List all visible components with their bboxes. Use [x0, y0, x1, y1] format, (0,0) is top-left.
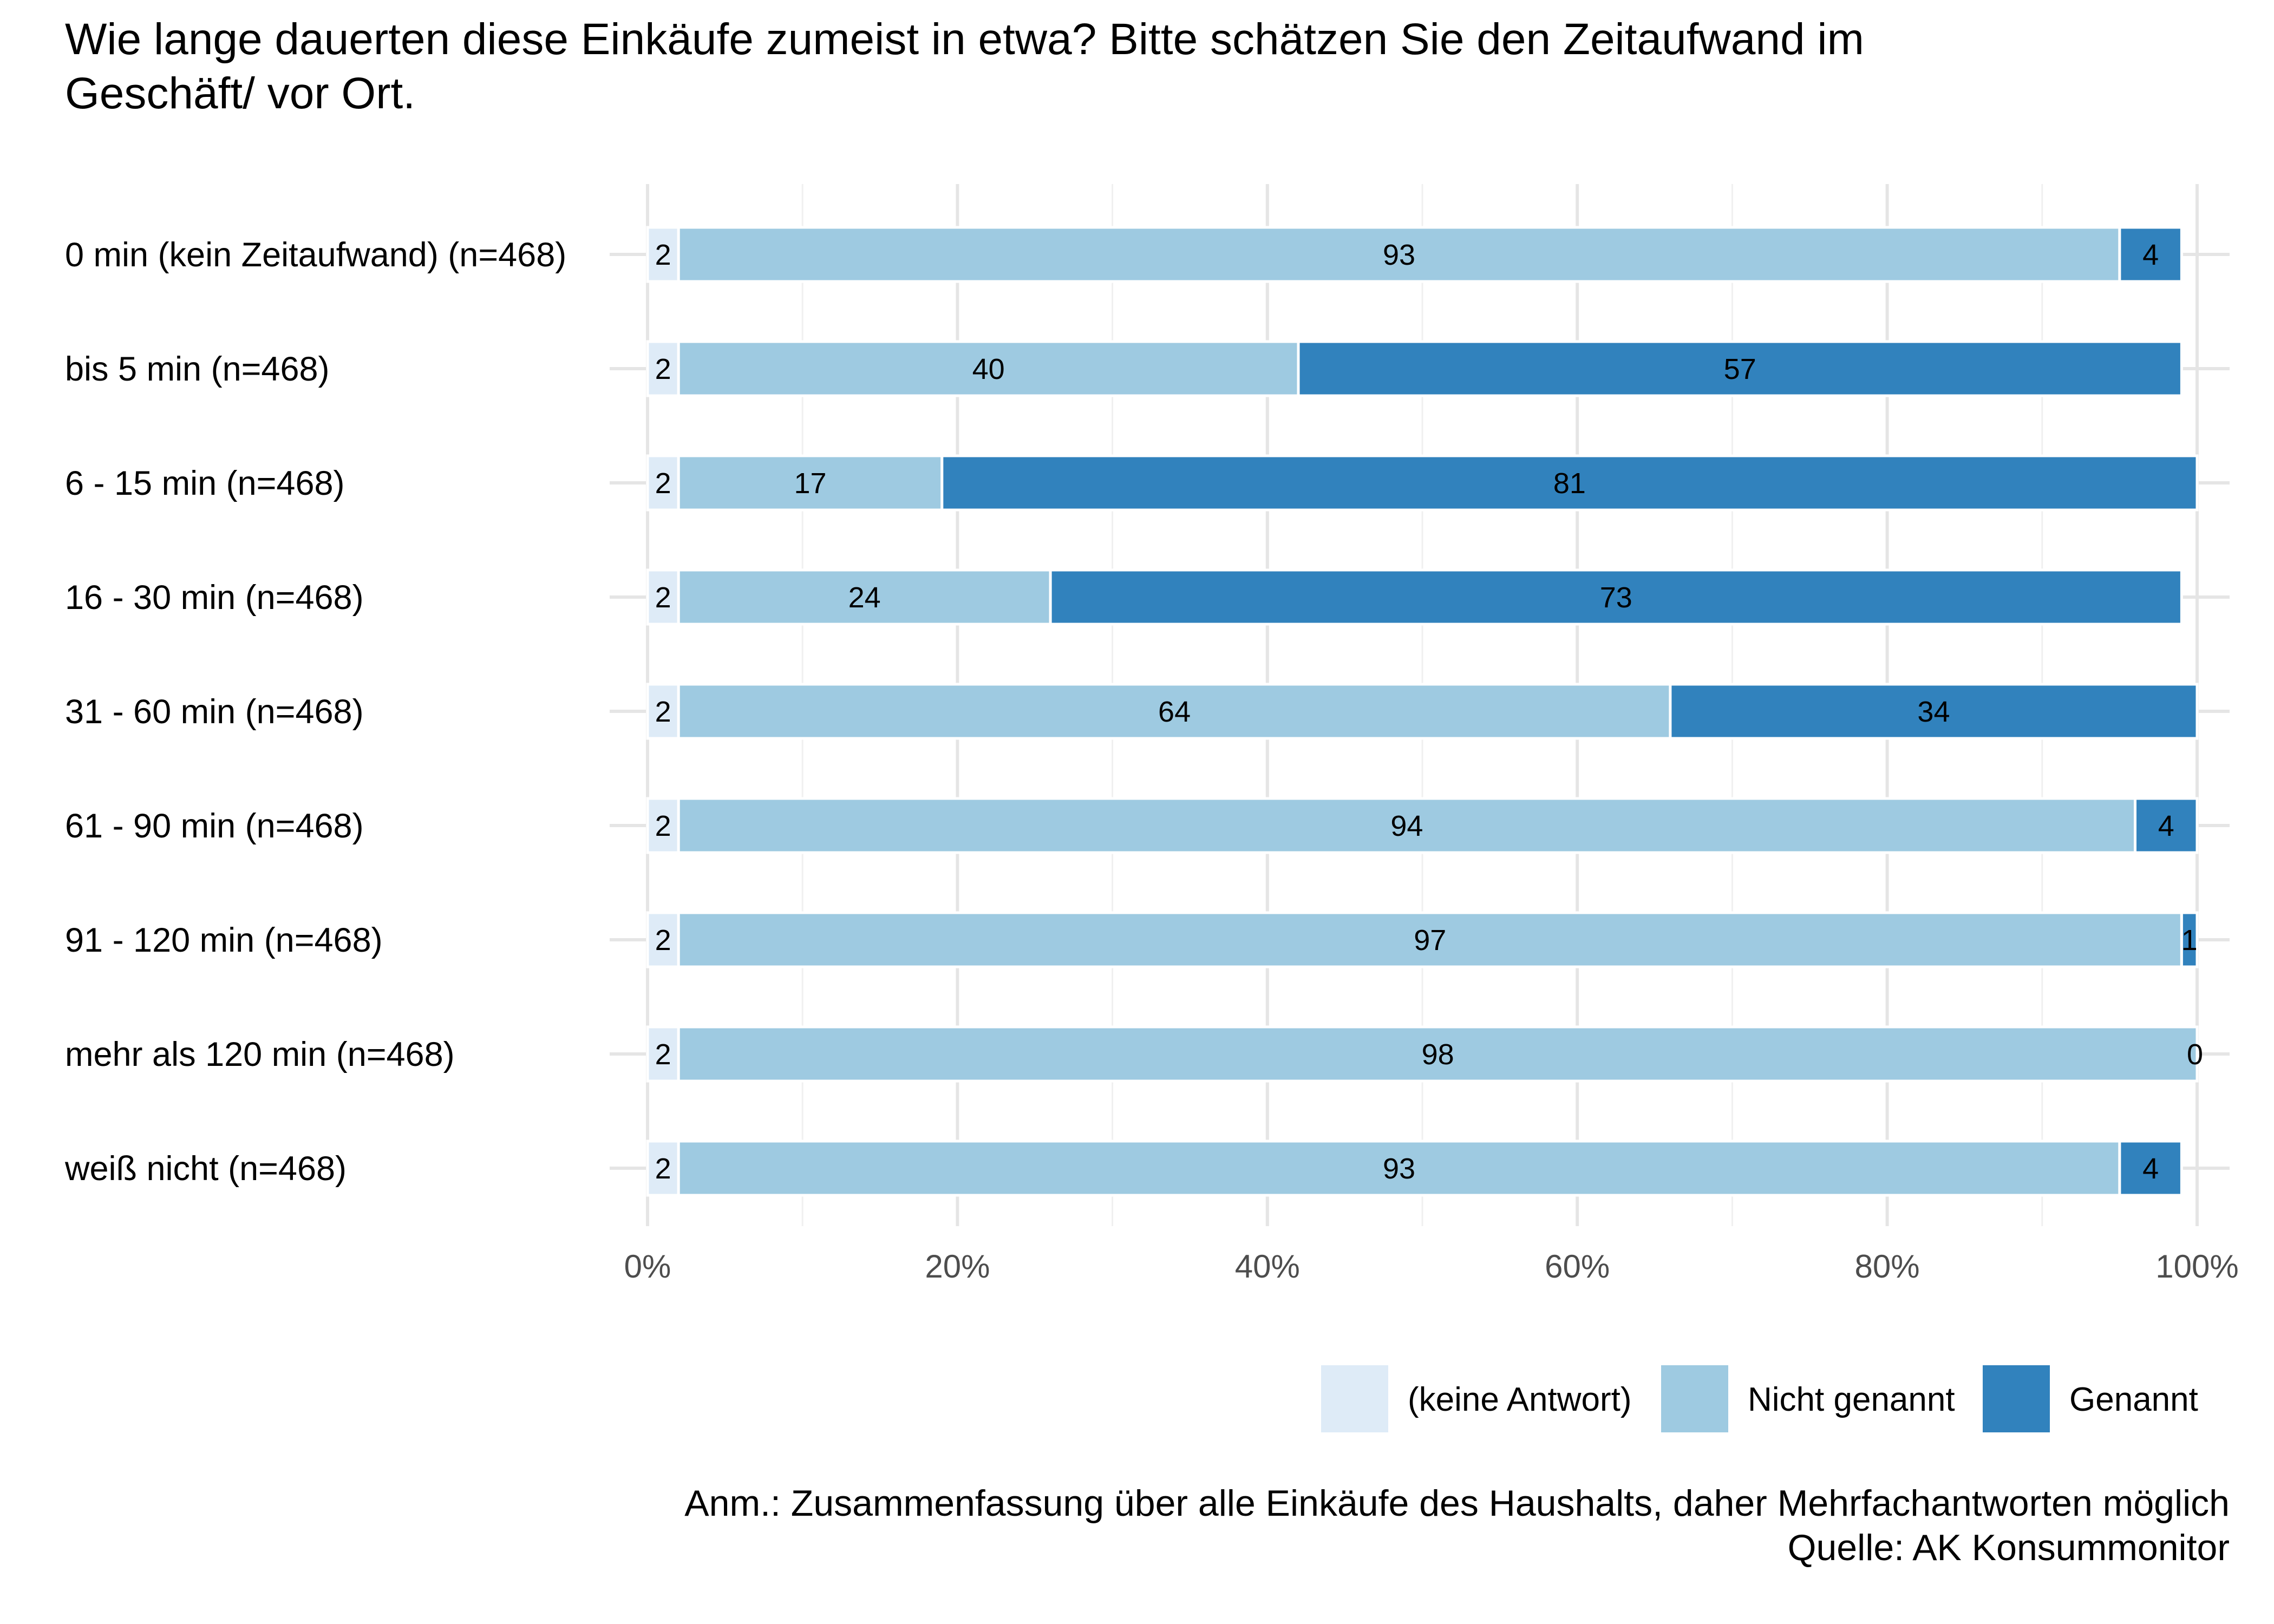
data-label: 64 [1158, 696, 1191, 728]
bar-segment-genannt [1669, 683, 2199, 740]
bar-segment-nicht-genannt [677, 1025, 2199, 1083]
bar-segment-nicht-genannt [677, 568, 1052, 626]
bar-segment-genannt [1297, 340, 2183, 397]
bar-segment-nicht-genannt [677, 683, 1672, 740]
data-label: 34 [1917, 696, 1950, 728]
bar-segment-nicht-genannt [677, 1140, 2121, 1197]
data-label: 73 [1600, 581, 1632, 614]
data-label: 2 [655, 239, 671, 271]
data-label: 2 [655, 1152, 671, 1185]
data-label: 93 [1383, 239, 1415, 271]
bar-segment-nicht-genannt [677, 226, 2121, 283]
legend-swatch [1321, 1365, 1388, 1432]
chart-title-line-2: Geschäft/ vor Ort. [65, 69, 415, 118]
category-labels: 0 min (kein Zeitaufwand) (n=468) bis 5 mi… [64, 236, 566, 1188]
bar-segment-genannt [2118, 1140, 2183, 1197]
x-axis-tick-labels: 0% 20% 40% 60% 80% 100% [624, 1248, 2239, 1285]
category-label: 61 - 90 min (n=468) [65, 807, 364, 845]
data-label: 2 [655, 581, 671, 614]
data-label: 24 [848, 581, 881, 614]
data-label: 1 [2181, 924, 2198, 957]
x-tick-label: 20% [925, 1248, 990, 1285]
bar-segment-keine-antwort [646, 226, 680, 283]
bar-segment-genannt [940, 454, 2199, 512]
x-tick-label: 100% [2155, 1248, 2238, 1285]
chart-notes: Anm.: Zusammenfassung über alle Einkäufe… [684, 1483, 2230, 1568]
legend-label: Nicht genannt [1748, 1381, 1955, 1418]
data-label: 4 [2158, 810, 2174, 842]
category-label: 91 - 120 min (n=468) [65, 921, 383, 959]
data-label: 2 [655, 924, 671, 957]
x-tick-label: 40% [1235, 1248, 1300, 1285]
bar-segment-nicht-genannt [677, 454, 944, 512]
category-label: 6 - 15 min (n=468) [65, 464, 345, 502]
category-label: weiß nicht (n=468) [64, 1150, 347, 1188]
category-label: 0 min (kein Zeitaufwand) (n=468) [65, 236, 566, 274]
category-label: bis 5 min (n=468) [65, 350, 330, 388]
legend-label: (keine Antwort) [1408, 1381, 1632, 1418]
bar-segment-keine-antwort [646, 683, 680, 740]
data-label: 57 [1724, 353, 1756, 385]
data-label: 97 [1414, 924, 1446, 957]
data-label: 2 [655, 696, 671, 728]
chart-title: Wie lange dauerten diese Einkäufe zumeis… [65, 15, 1864, 118]
x-tick-label: 80% [1855, 1248, 1920, 1285]
data-label: 0 [2187, 1038, 2203, 1071]
data-label: 93 [1383, 1152, 1415, 1185]
category-label: mehr als 120 min (n=468) [65, 1036, 455, 1073]
data-label: 4 [2142, 239, 2159, 271]
bars: 2 93 4 2 40 57 2 17 81 2 24 73 2 64 34 2 94 4 2 97 1 2 98 0 2 93 4 [646, 226, 2203, 1197]
legend-label: Genannt [2069, 1381, 2198, 1418]
x-tick-label: 60% [1545, 1248, 1610, 1285]
bar-segment-genannt [2118, 226, 2183, 283]
chart-title-line-1: Wie lange dauerten diese Einkäufe zumeis… [65, 15, 1864, 64]
data-label: 2 [655, 467, 671, 500]
bar-segment-genannt [2134, 797, 2199, 854]
bar-segment-keine-antwort [646, 797, 680, 854]
bar-segment-nicht-genannt [677, 797, 2137, 854]
data-label: 81 [1553, 467, 1586, 500]
note-annotation: Anm.: Zusammenfassung über alle Einkäufe… [684, 1483, 2230, 1524]
bar-segment-keine-antwort [646, 568, 680, 626]
data-label: 2 [655, 810, 671, 842]
legend: (keine Antwort) Nicht genannt Genannt [1321, 1365, 2198, 1432]
note-source: Quelle: AK Konsummonitor [1788, 1527, 2230, 1568]
bar-segment-nicht-genannt [677, 911, 2183, 968]
data-label: 94 [1390, 810, 1423, 842]
category-label: 16 - 30 min (n=468) [65, 579, 364, 617]
bar-segment-keine-antwort [646, 1025, 680, 1083]
category-label: 31 - 60 min (n=468) [65, 693, 364, 731]
legend-swatch [1661, 1365, 1728, 1432]
bar-segment-genannt [1049, 568, 2183, 626]
data-label: 40 [972, 353, 1005, 385]
legend-swatch [1983, 1365, 2050, 1432]
data-label: 2 [655, 1038, 671, 1071]
data-label: 17 [794, 467, 826, 500]
x-tick-label: 0% [624, 1248, 671, 1285]
data-label: 4 [2142, 1152, 2159, 1185]
data-label: 2 [655, 353, 671, 385]
data-label: 98 [1422, 1038, 1454, 1071]
bar-segment-genannt [2180, 911, 2199, 968]
